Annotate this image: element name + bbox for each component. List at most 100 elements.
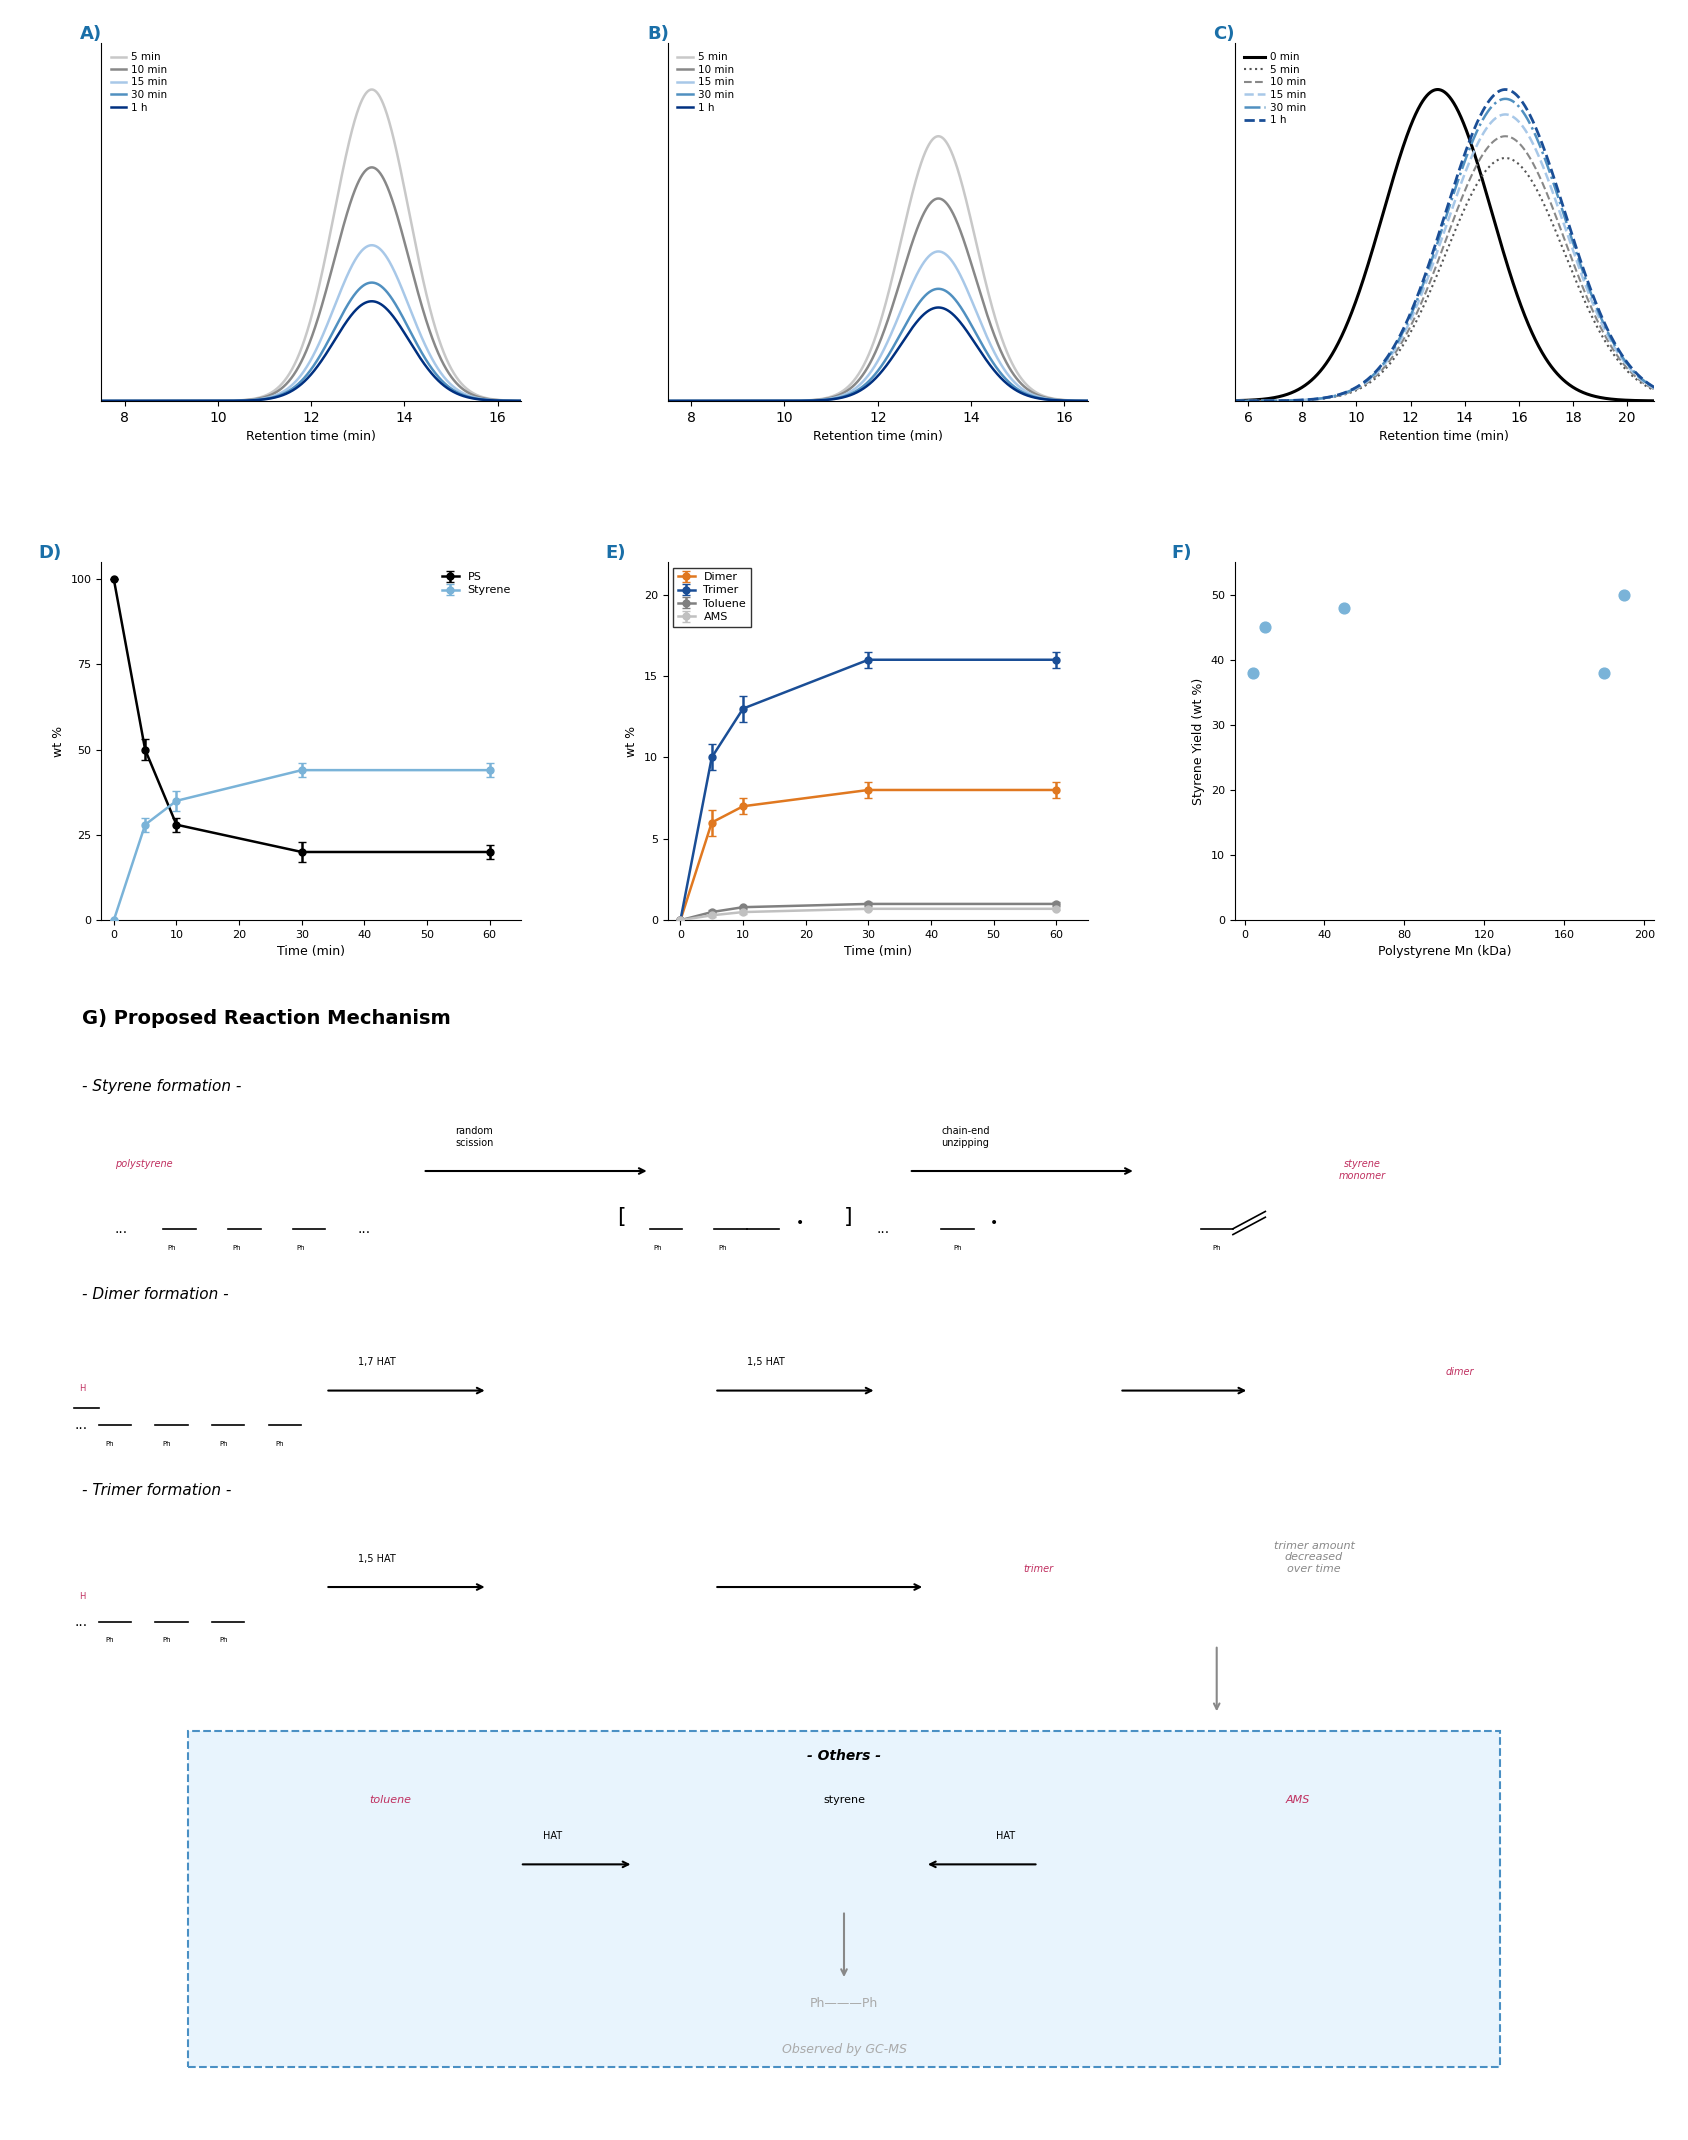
15 min bbox=[842, 377, 863, 402]
30 min bbox=[419, 351, 439, 377]
Line: 10 min: 10 min bbox=[668, 199, 1087, 400]
30 min bbox=[658, 387, 679, 413]
0 min bbox=[1394, 131, 1415, 156]
Text: trimer: trimer bbox=[1023, 1564, 1053, 1573]
X-axis label: Polystyrene Mn (kDa): Polystyrene Mn (kDa) bbox=[1377, 946, 1511, 959]
Legend: PS, Styrene: PS, Styrene bbox=[437, 567, 515, 599]
5 min bbox=[1394, 330, 1415, 355]
10 min bbox=[1644, 377, 1664, 402]
Y-axis label: wt %: wt % bbox=[52, 725, 66, 758]
30 min bbox=[361, 270, 381, 295]
Point bbox=[1330, 591, 1357, 625]
10 min bbox=[1409, 295, 1430, 321]
Text: HAT: HAT bbox=[996, 1832, 1016, 1840]
30 min bbox=[1496, 86, 1516, 111]
1 h bbox=[827, 385, 847, 411]
10 min bbox=[91, 387, 111, 413]
5 min bbox=[986, 306, 1006, 332]
15 min bbox=[1560, 229, 1580, 255]
15 min bbox=[91, 387, 111, 413]
1 h bbox=[993, 368, 1013, 394]
10 min bbox=[993, 342, 1013, 368]
30 min bbox=[277, 379, 297, 404]
X-axis label: Time (min): Time (min) bbox=[277, 946, 344, 959]
5 min bbox=[91, 387, 111, 413]
Legend: 0 min, 5 min, 10 min, 15 min, 30 min, 1 h: 0 min, 5 min, 10 min, 15 min, 30 min, 1 … bbox=[1239, 47, 1310, 128]
5 min bbox=[842, 368, 863, 394]
Text: Ph: Ph bbox=[1212, 1245, 1220, 1250]
10 min bbox=[1512, 135, 1533, 160]
Text: Ph: Ph bbox=[219, 1637, 228, 1644]
Line: 1 h: 1 h bbox=[1234, 90, 1654, 400]
1 h bbox=[842, 381, 863, 407]
15 min bbox=[1644, 374, 1664, 400]
15 min bbox=[277, 377, 297, 402]
Text: C): C) bbox=[1214, 26, 1236, 43]
Text: AMS: AMS bbox=[1286, 1795, 1310, 1804]
5 min bbox=[380, 111, 400, 137]
Text: random
scission: random scission bbox=[456, 1126, 493, 1147]
Text: [: [ bbox=[618, 1207, 626, 1226]
5 min bbox=[658, 387, 679, 413]
Text: - Dimer formation -: - Dimer formation - bbox=[83, 1286, 230, 1301]
Text: Ph: Ph bbox=[167, 1245, 176, 1250]
10 min bbox=[262, 381, 282, 407]
1 h bbox=[1268, 387, 1288, 413]
10 min bbox=[1224, 387, 1244, 413]
Text: ...: ... bbox=[74, 1419, 88, 1432]
1 h bbox=[1077, 387, 1097, 413]
10 min bbox=[380, 180, 400, 205]
Text: ...: ... bbox=[876, 1222, 890, 1235]
10 min bbox=[1496, 124, 1516, 150]
15 min bbox=[1551, 208, 1572, 233]
1 h bbox=[419, 357, 439, 383]
5 min bbox=[947, 152, 967, 178]
5 min bbox=[928, 124, 949, 150]
Text: trimer amount
decreased
over time: trimer amount decreased over time bbox=[1273, 1541, 1354, 1575]
0 min bbox=[1268, 385, 1288, 411]
5 min bbox=[1496, 146, 1516, 171]
30 min bbox=[928, 276, 949, 302]
5 min bbox=[277, 366, 297, 392]
Text: polystyrene: polystyrene bbox=[115, 1160, 172, 1168]
15 min bbox=[986, 342, 1006, 368]
30 min bbox=[133, 387, 154, 413]
30 min bbox=[427, 362, 447, 387]
X-axis label: Retention time (min): Retention time (min) bbox=[814, 430, 942, 443]
0 min bbox=[1551, 366, 1572, 392]
5 min bbox=[1224, 387, 1244, 413]
0 min bbox=[1644, 387, 1664, 413]
5 min bbox=[993, 330, 1013, 355]
1 h bbox=[262, 385, 282, 411]
15 min bbox=[511, 387, 532, 413]
Point bbox=[1590, 655, 1617, 689]
30 min bbox=[947, 289, 967, 315]
30 min bbox=[1512, 98, 1533, 124]
15 min bbox=[947, 255, 967, 280]
30 min bbox=[842, 381, 863, 407]
15 min bbox=[1077, 387, 1097, 413]
Point bbox=[1251, 610, 1278, 644]
Text: Observed by GC-MS: Observed by GC-MS bbox=[782, 2044, 906, 2057]
10 min bbox=[361, 154, 381, 180]
10 min bbox=[658, 387, 679, 413]
1 h bbox=[361, 289, 381, 315]
1 h bbox=[277, 381, 297, 407]
15 min bbox=[419, 340, 439, 366]
10 min bbox=[928, 186, 949, 212]
X-axis label: Time (min): Time (min) bbox=[844, 946, 912, 959]
10 min bbox=[1268, 387, 1288, 413]
Text: Ph: Ph bbox=[162, 1637, 170, 1644]
Line: 30 min: 30 min bbox=[668, 289, 1087, 400]
30 min bbox=[1551, 197, 1572, 223]
15 min bbox=[1409, 287, 1430, 312]
15 min bbox=[827, 385, 847, 411]
5 min bbox=[1268, 387, 1288, 413]
1 h bbox=[1496, 77, 1516, 103]
30 min bbox=[511, 387, 532, 413]
15 min bbox=[1394, 321, 1415, 347]
15 min bbox=[262, 383, 282, 409]
Legend: 5 min, 10 min, 15 min, 30 min, 1 h: 5 min, 10 min, 15 min, 30 min, 1 h bbox=[674, 47, 739, 118]
0 min bbox=[1512, 300, 1533, 325]
5 min bbox=[262, 381, 282, 407]
